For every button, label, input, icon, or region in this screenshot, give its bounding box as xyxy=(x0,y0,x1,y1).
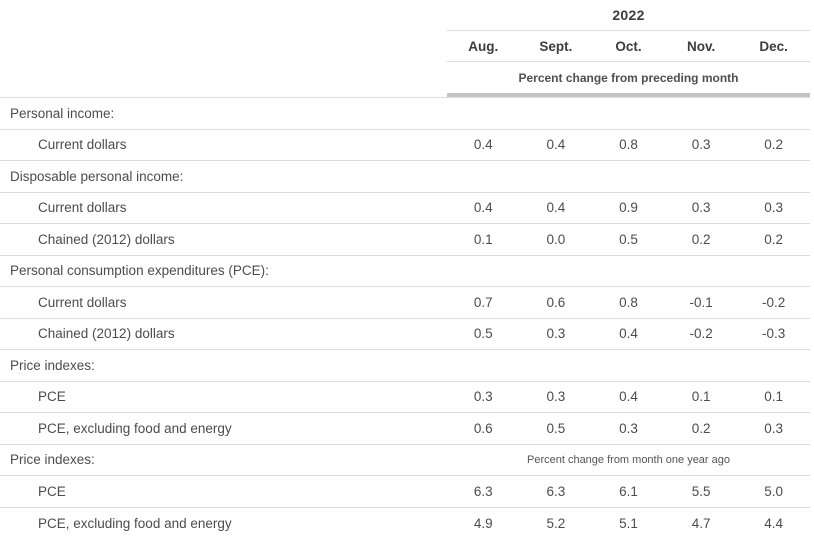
value-cell: 0.5 xyxy=(619,231,638,247)
row-label: Current dollars xyxy=(38,200,127,216)
value-cell: 0.7 xyxy=(473,294,493,310)
value-cell: 0.1 xyxy=(691,389,711,405)
table-row: Current dollars 0.4 0.4 0.8 0.3 0.2 xyxy=(0,130,810,161)
value-cell: 0.6 xyxy=(546,294,566,310)
value-cell: 6.3 xyxy=(473,483,493,499)
value-cell: 0.3 xyxy=(764,420,784,436)
value-cell: -0.2 xyxy=(689,326,713,342)
value-cell: 0.3 xyxy=(546,389,566,405)
month-header-cells: Aug. Sept. Oct. Nov. Dec. xyxy=(447,31,810,62)
value-cell: 5.5 xyxy=(691,483,711,499)
value-cell: 0.6 xyxy=(473,420,493,436)
table-section-row-with-note: Price indexes: Percent change from month… xyxy=(0,445,810,476)
table-row: Chained (2012) dollars 0.1 0.0 0.5 0.2 0… xyxy=(0,224,810,256)
section-label: Price indexes: xyxy=(10,452,95,468)
value-cell: 0.5 xyxy=(546,420,566,436)
column-header-dec: Dec. xyxy=(759,38,788,54)
row-label: Chained (2012) dollars xyxy=(38,231,175,247)
value-cell: 5.1 xyxy=(619,515,638,531)
value-cell: 0.3 xyxy=(619,420,638,436)
row-label: PCE, excluding food and energy xyxy=(38,420,232,436)
value-cell: -0.2 xyxy=(762,294,786,310)
month-header-row: Aug. Sept. Oct. Nov. Dec. xyxy=(0,31,810,62)
value-cell: 0.0 xyxy=(546,231,566,247)
table-section-row: Personal consumption expenditures (PCE): xyxy=(0,256,810,287)
value-cell: 5.2 xyxy=(546,515,566,531)
table-section-row: Disposable personal income: xyxy=(0,161,810,193)
value-cell: 6.1 xyxy=(619,483,638,499)
row-label: Chained (2012) dollars xyxy=(38,326,175,342)
column-header-sept: Sept. xyxy=(539,38,573,54)
table-row: Chained (2012) dollars 0.5 0.3 0.4 -0.2 … xyxy=(0,319,810,350)
section-label: Personal consumption expenditures (PCE): xyxy=(10,263,269,279)
table-row: PCE, excluding food and energy 0.6 0.5 0… xyxy=(0,413,810,445)
year-header: 2022 xyxy=(447,0,810,31)
column-header-nov: Nov. xyxy=(686,38,716,54)
spacer-cell xyxy=(0,62,447,97)
unit-subheader-row: Percent change from preceding month xyxy=(0,62,810,97)
value-cell: 6.3 xyxy=(546,483,566,499)
value-cell: 0.3 xyxy=(473,389,493,405)
value-cell: 0.4 xyxy=(619,326,638,342)
value-cell: 0.4 xyxy=(619,389,638,405)
value-cell: 0.8 xyxy=(619,294,638,310)
spacer-cell xyxy=(0,0,447,31)
value-cell: 0.1 xyxy=(473,231,493,247)
section-label: Price indexes: xyxy=(10,357,95,373)
value-cell: 0.1 xyxy=(764,389,784,405)
value-cell: 4.9 xyxy=(473,515,493,531)
value-cell: 4.4 xyxy=(764,515,784,531)
table-row: PCE 6.3 6.3 6.1 5.5 5.0 xyxy=(0,476,810,508)
row-label: PCE, excluding food and energy xyxy=(38,515,232,531)
table-row: PCE, excluding food and energy 4.9 5.2 5… xyxy=(0,508,810,540)
value-cell: 0.2 xyxy=(764,137,784,153)
row-label: PCE xyxy=(38,389,66,405)
table-section-row: Price indexes: xyxy=(0,350,810,382)
section-label: Personal income: xyxy=(10,105,115,121)
value-cell: 0.8 xyxy=(619,137,638,153)
unit-note-monthly: Percent change from preceding month xyxy=(447,62,810,97)
year-header-row: 2022 xyxy=(0,0,810,31)
value-cell: 0.4 xyxy=(473,200,493,216)
value-cell: 0.3 xyxy=(546,326,566,342)
value-cell: 0.5 xyxy=(473,326,493,342)
row-label: PCE xyxy=(38,483,66,499)
value-cell: -0.1 xyxy=(689,294,713,310)
value-cell: 0.9 xyxy=(619,200,638,216)
value-cell: 0.2 xyxy=(764,231,784,247)
unit-note-yearly: Percent change from month one year ago xyxy=(526,453,730,466)
value-cell: 0.3 xyxy=(691,200,711,216)
spacer-cell xyxy=(0,31,447,62)
value-cell: 0.3 xyxy=(691,137,711,153)
value-cell: 0.4 xyxy=(546,200,566,216)
table-row: PCE 0.3 0.3 0.4 0.1 0.1 xyxy=(0,382,810,413)
value-cell: -0.3 xyxy=(762,326,786,342)
table-row: Current dollars 0.4 0.4 0.9 0.3 0.3 xyxy=(0,193,810,224)
value-cell: 0.2 xyxy=(691,231,711,247)
section-label: Disposable personal income: xyxy=(10,168,184,184)
column-header-oct: Oct. xyxy=(615,38,642,54)
value-cell: 0.2 xyxy=(691,420,711,436)
value-cell: 5.0 xyxy=(764,483,784,499)
table-body: Personal income: Current dollars 0.4 0.4… xyxy=(0,97,810,539)
value-cell: 0.3 xyxy=(764,200,784,216)
row-label: Current dollars xyxy=(38,294,127,310)
value-cell: 4.7 xyxy=(691,515,711,531)
column-header-aug: Aug. xyxy=(468,38,499,54)
table-row: Current dollars 0.7 0.6 0.8 -0.1 -0.2 xyxy=(0,287,810,319)
value-cell: 0.4 xyxy=(546,137,566,153)
row-label: Current dollars xyxy=(38,137,127,153)
table-section-row: Personal income: xyxy=(0,98,810,130)
value-cell: 0.4 xyxy=(473,137,493,153)
